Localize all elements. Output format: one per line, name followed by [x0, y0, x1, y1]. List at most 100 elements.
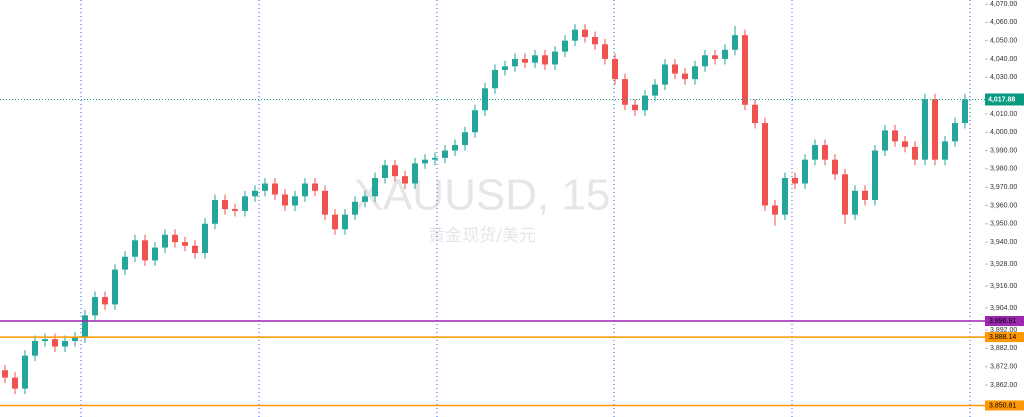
- candle-body: [92, 297, 98, 316]
- candle-body: [912, 146, 918, 160]
- candle-body: [392, 165, 398, 177]
- candle-body: [2, 370, 8, 378]
- candle-body: [102, 297, 108, 305]
- candle-body: [542, 55, 548, 65]
- candle-body: [72, 337, 78, 341]
- candle-body: [752, 104, 758, 124]
- candle-body: [272, 183, 278, 195]
- candle-body: [942, 141, 948, 160]
- candle-body: [22, 355, 28, 389]
- candle-body: [782, 178, 788, 215]
- candle-body: [842, 174, 848, 215]
- candle-body: [892, 130, 898, 142]
- candle-body: [592, 36, 598, 45]
- candle-body: [352, 201, 358, 215]
- candle-body: [62, 340, 68, 347]
- candle-body: [202, 223, 208, 254]
- y-tick-label: 3,916.00: [990, 283, 1017, 290]
- y-tick-label: 3,862.00: [990, 382, 1017, 389]
- candle-body: [12, 377, 18, 389]
- candle-body: [362, 196, 368, 202]
- candle-body: [492, 69, 498, 89]
- candle-body: [232, 209, 238, 211]
- candle-body: [872, 150, 878, 200]
- level-tag: [985, 316, 1024, 327]
- candle-body: [192, 245, 198, 254]
- candle-body: [552, 51, 558, 65]
- candle-body: [402, 176, 408, 184]
- y-tick-label: 3,980.00: [990, 166, 1017, 173]
- level-label: 3,888.14: [989, 334, 1016, 341]
- candle-body: [292, 196, 298, 206]
- y-tick-label: 3,940.00: [990, 239, 1017, 246]
- candle-body: [662, 64, 668, 85]
- y-tick-label: 3,970.00: [990, 184, 1017, 191]
- candle-body: [322, 190, 328, 215]
- candle-body: [742, 35, 748, 105]
- candle-body: [432, 157, 438, 160]
- candle-body: [622, 79, 628, 105]
- y-tick-label: 4,060.00: [990, 19, 1017, 26]
- candle-body: [342, 214, 348, 230]
- y-tick-label: 4,050.00: [990, 37, 1017, 44]
- y-tick-label: 4,040.00: [990, 56, 1017, 63]
- y-tick-label: 3,950.00: [990, 221, 1017, 228]
- candle-body: [52, 339, 58, 347]
- candle-body: [82, 315, 88, 338]
- candle-body: [332, 214, 338, 230]
- candle-body: [772, 205, 778, 215]
- last-price-label: 4,017.88: [988, 96, 1015, 103]
- y-tick-label: 3,928.00: [990, 261, 1017, 268]
- candle-body: [162, 234, 168, 248]
- watermark-title: XAUUSD, 15: [354, 171, 611, 220]
- candle-body: [792, 178, 798, 184]
- candle-body: [412, 163, 418, 184]
- candle-body: [882, 130, 888, 151]
- candle-body: [762, 123, 768, 206]
- candle-body: [652, 84, 658, 96]
- candle-body: [632, 104, 638, 111]
- candle-body: [372, 178, 378, 197]
- candle-body: [122, 256, 128, 270]
- candle-body: [822, 145, 828, 160]
- y-tick-label: 3,960.00: [990, 202, 1017, 209]
- candle-body: [132, 240, 138, 257]
- watermark-subtitle: 黄金现货/美元: [428, 226, 536, 246]
- candle-body: [172, 234, 178, 243]
- candle-body: [532, 55, 538, 63]
- candle-body: [212, 199, 218, 224]
- candle-body: [812, 145, 818, 160]
- level-label: 3,850.81: [989, 402, 1016, 409]
- candle-body: [32, 340, 38, 356]
- candle-body: [852, 190, 858, 215]
- candle-body: [642, 95, 648, 111]
- candle-body: [502, 66, 508, 70]
- candle-body: [112, 269, 118, 305]
- candle-body: [452, 145, 458, 151]
- candle-body: [182, 242, 188, 246]
- y-tick-label: 4,070.00: [990, 1, 1017, 8]
- y-tick-label: 3,990.00: [990, 147, 1017, 154]
- candle-body: [152, 247, 158, 261]
- candle-body: [712, 55, 718, 59]
- candle-body: [692, 66, 698, 80]
- candle-body: [472, 110, 478, 133]
- candle-body: [482, 88, 488, 111]
- y-tick-label: 3,892.00: [990, 327, 1017, 334]
- candle-body: [572, 29, 578, 41]
- candle-body: [932, 99, 938, 160]
- candle-body: [382, 165, 388, 179]
- y-tick-label: 3,904.00: [990, 305, 1017, 312]
- y-tick-label: 3,872.00: [990, 363, 1017, 370]
- candle-body: [802, 159, 808, 184]
- candle-body: [442, 150, 448, 158]
- candle-body: [902, 141, 908, 147]
- candle-body: [602, 44, 608, 59]
- candle-body: [862, 190, 868, 200]
- candle-body: [732, 35, 738, 50]
- candle-body: [702, 55, 708, 67]
- level-tag: [985, 400, 1024, 411]
- y-tick-label: 3,882.00: [990, 345, 1017, 352]
- candle-body: [952, 123, 958, 142]
